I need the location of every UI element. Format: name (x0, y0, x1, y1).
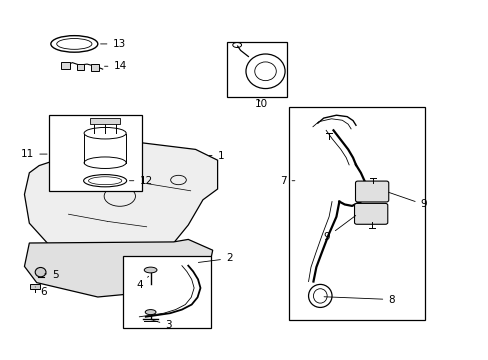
Text: 5: 5 (45, 270, 59, 280)
Bar (90, 118, 120, 124)
Text: 10: 10 (254, 99, 267, 109)
Text: 4: 4 (136, 276, 148, 290)
Bar (49, 115, 142, 191)
Bar (227, 42, 286, 97)
Text: 7: 7 (279, 176, 294, 186)
FancyBboxPatch shape (355, 181, 388, 202)
Bar (30, 284, 40, 289)
Text: 2: 2 (198, 253, 232, 264)
Bar (77, 64, 84, 70)
Ellipse shape (145, 310, 156, 315)
Text: 1: 1 (209, 150, 224, 161)
Text: 9: 9 (323, 216, 355, 242)
FancyBboxPatch shape (354, 203, 387, 224)
Text: 13: 13 (101, 39, 125, 49)
Text: 6: 6 (35, 287, 47, 297)
Text: 8: 8 (324, 294, 394, 305)
Bar (289, 107, 425, 320)
Ellipse shape (35, 267, 46, 277)
Bar (91, 64, 99, 71)
Ellipse shape (144, 267, 157, 273)
Text: 9: 9 (388, 193, 427, 210)
Text: 3: 3 (152, 320, 172, 330)
Polygon shape (24, 142, 217, 252)
Text: 14: 14 (104, 61, 126, 71)
Bar (61, 62, 70, 69)
Bar (123, 256, 211, 328)
Polygon shape (24, 239, 212, 297)
Text: 12: 12 (129, 176, 152, 186)
Text: 11: 11 (21, 149, 47, 159)
